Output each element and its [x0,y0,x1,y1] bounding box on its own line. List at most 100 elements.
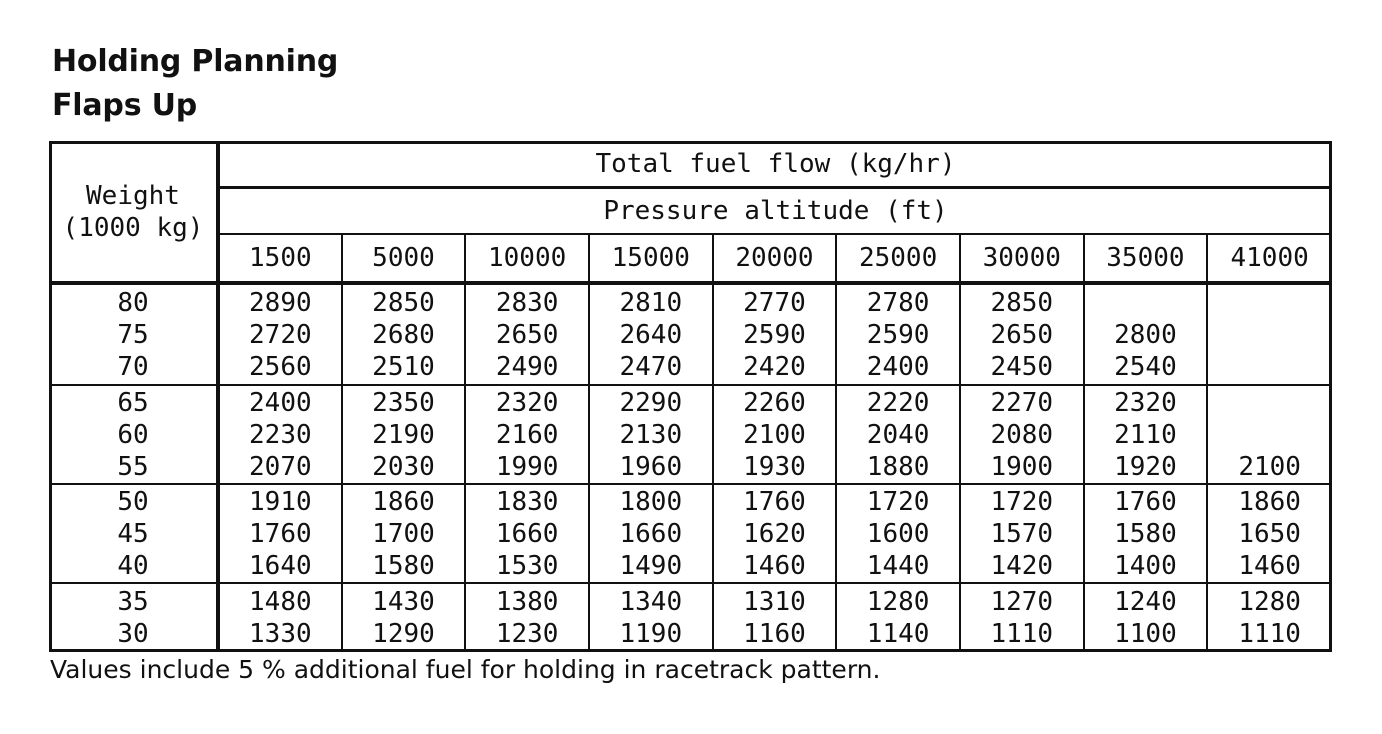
fuel-flow-cell: 2830 2650 2490 [464,283,589,387]
fuel-flow-cell: 1270 1110 [958,583,1084,651]
fuel-flow-value: 1460 [1238,550,1301,581]
fuel-flow-value: 1910 [249,486,312,517]
weight-cell: 65 60 55 [50,385,220,486]
fuel-flow-value: 2720 [249,319,312,350]
fuel-flow-cell: 2220 2040 1880 [835,385,960,486]
fuel-flow-value: 2830 [495,287,559,318]
weight-value: 45 [117,518,149,549]
altitude-header-cell: 5000 [340,234,466,285]
fuel-flow-value: 1650 [1238,518,1301,549]
fuel-flow-value: 2320 [495,387,559,418]
fuel-flow-value: 1440 [866,550,930,581]
altitude-header-cell: 20000 [711,234,837,285]
fuel-flow-value: 2650 [495,319,559,350]
fuel-flow-value: 1380 [495,586,559,617]
weight-value: 55 [117,451,149,482]
fuel-flow-cell: 1800 1660 1490 [587,484,713,585]
fuel-flow-value: 2770 [743,287,806,318]
fuel-flow-value: 2220 [866,387,930,418]
fuel-flow-value: 1990 [495,451,559,482]
weight-value: 65 [117,387,149,418]
footnote: Values include 5 % additional fuel for h… [50,655,881,684]
fuel-flow-value: 2190 [372,419,435,450]
fuel-flow-cell: 2800 2540 [1082,283,1208,387]
fuel-flow-cell: 1340 1190 [587,583,713,651]
weight-value: 40 [117,550,149,581]
fuel-flow-cell: 2350 2190 2030 [340,385,466,486]
fuel-flow-cell: 1380 1230 [464,583,589,651]
fuel-flow-value: 1620 [743,518,806,549]
weight-value: 70 [117,351,149,382]
fuel-flow-value: 1400 [1114,550,1177,581]
fuel-flow-cell [1206,283,1331,387]
weight-value: 60 [117,419,149,450]
fuel-flow-value: 1800 [619,486,683,517]
fuel-flow-value: 1580 [1114,518,1177,549]
fuel-flow-cell: 1830 1660 1530 [464,484,589,585]
fuel-flow-value: 1290 [372,618,435,649]
fuel-flow-cell: 2850 2680 2510 [340,283,466,387]
fuel-flow-value: 1700 [372,518,435,549]
fuel-flow-value [1209,419,1331,451]
fuel-flow-value: 1100 [1114,618,1177,649]
fuel-flow-value [1209,287,1331,319]
fuel-flow-value [1209,351,1331,383]
fuel-flow-cell: 2290 2130 1960 [587,385,713,486]
fuel-flow-value: 2160 [495,419,559,450]
fuel-flow-cell: 1910 1760 1640 [218,484,342,585]
fuel-flow-value: 2080 [990,419,1054,450]
fuel-flow-cell: 1720 1570 1420 [958,484,1084,585]
fuel-flow-cell: 1720 1600 1440 [835,484,960,585]
fuel-flow-cell: 1430 1290 [340,583,466,651]
fuel-flow-value: 1760 [743,486,806,517]
fuel-flow-value: 1960 [619,451,683,482]
weight-cell: 80 75 70 [50,283,220,387]
fuel-flow-value: 1430 [372,586,435,617]
fuel-flow-cell: 1480 1330 [218,583,342,651]
holding-fuel-table: Weight (1000 kg) Total fuel flow (kg/hr)… [50,142,1331,651]
fuel-flow-value: 2850 [372,287,435,318]
fuel-flow-value: 2400 [866,351,930,382]
weight-header: Weight (1000 kg) [50,142,220,285]
fuel-flow-cell: 2890 2720 2560 [218,283,342,387]
fuel-flow-value: 2230 [249,419,312,450]
fuel-flow-value: 1640 [249,550,312,581]
fuel-flow-value: 2490 [495,351,559,382]
fuel-flow-value: 2070 [249,451,312,482]
fuel-flow-value: 2420 [743,351,806,382]
fuel-flow-value: 2590 [866,319,930,350]
weight-header-unit: (1000 kg) [62,212,204,243]
table-body: 80 75 70 2890 2720 2560 2850 2680 2510 2830 2650 24… [50,283,1331,651]
fuel-flow-value: 1760 [1114,486,1177,517]
fuel-flow-value: 1720 [866,486,930,517]
fuel-flow-value: 1110 [1238,618,1301,649]
fuel-flow-cell: 2320 2160 1990 [464,385,589,486]
fuel-flow-value: 1270 [990,586,1054,617]
fuel-flow-value: 1860 [372,486,435,517]
fuel-flow-value: 2800 [1114,319,1177,350]
fuel-flow-value: 1920 [1114,451,1177,482]
fuel-flow-value: 2400 [249,387,312,418]
fuel-flow-cell: 2320 2110 1920 [1082,385,1208,486]
fuel-flow-value: 2560 [249,351,312,382]
fuel-flow-value [1086,287,1207,319]
fuel-flow-value [1209,387,1331,419]
fuel-flow-value: 2640 [619,319,683,350]
altitude-header-cell: 10000 [464,234,589,285]
fuel-flow-value: 1490 [619,550,683,581]
fuel-flow-value: 1420 [990,550,1054,581]
fuel-flow-cell: 2850 2650 2450 [958,283,1084,387]
fuel-flow-value: 1160 [743,618,806,649]
fuel-flow-value: 1230 [495,618,559,649]
fuel-flow-value: 1930 [743,451,806,482]
fuel-flow-value: 1460 [743,550,806,581]
fuel-flow-cell: 1280 1140 [835,583,960,651]
fuel-flow-value: 1330 [249,618,312,649]
page-title: Holding Planning [52,44,339,79]
fuel-flow-value: 2040 [866,419,930,450]
fuel-flow-value: 1830 [495,486,559,517]
fuel-flow-value: 2650 [990,319,1054,350]
fuel-flow-value: 1280 [1238,586,1301,617]
fuel-flow-value: 2350 [372,387,435,418]
fuel-flow-value: 2320 [1114,387,1177,418]
